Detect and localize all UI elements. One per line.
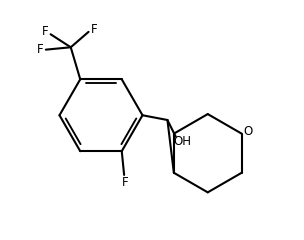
Text: O: O: [244, 125, 253, 138]
Text: F: F: [122, 176, 129, 189]
Text: F: F: [91, 23, 97, 36]
Text: F: F: [42, 25, 49, 38]
Text: OH: OH: [174, 135, 192, 148]
Text: F: F: [37, 43, 44, 56]
